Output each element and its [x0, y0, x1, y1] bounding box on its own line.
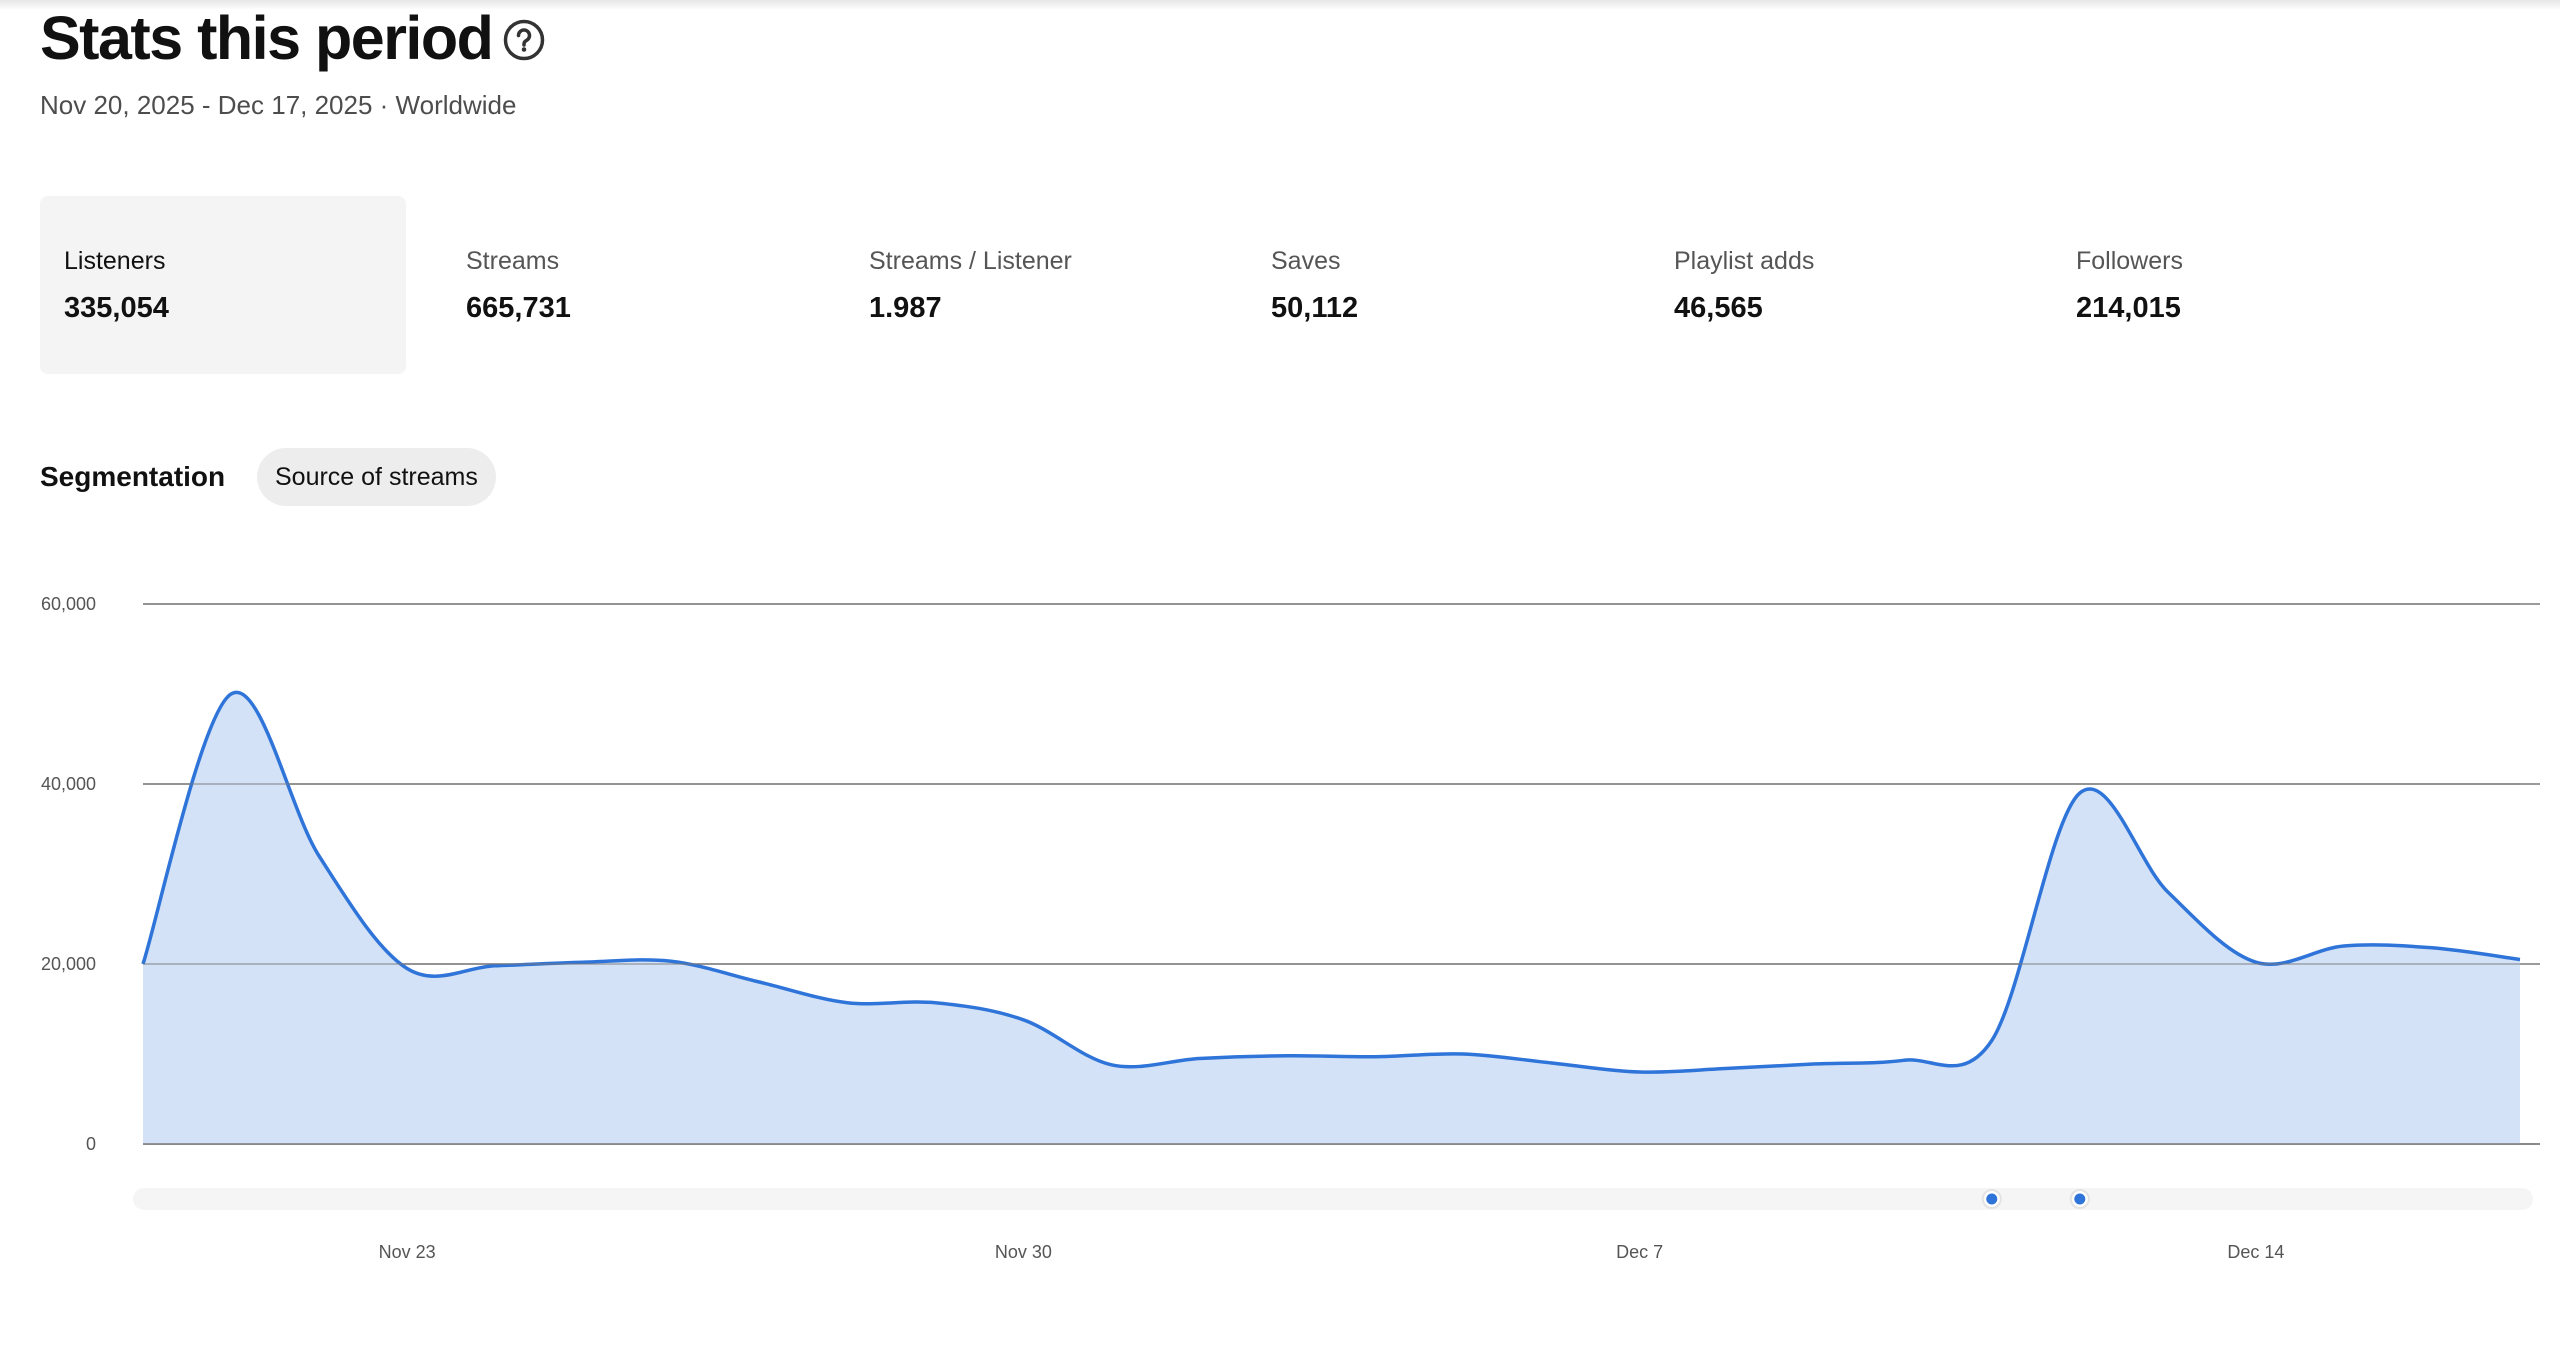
metric-label: Saves — [1271, 247, 1341, 275]
y-tick-label: 0 — [86, 1134, 96, 1154]
metric-card-saves[interactable]: Saves 50,112 — [1247, 196, 1613, 374]
y-tick-label: 40,000 — [41, 774, 96, 794]
metric-value: 665,731 — [466, 292, 571, 324]
x-tick-label: Dec 14 — [2227, 1242, 2284, 1262]
source-of-streams-chip[interactable]: Source of streams — [257, 448, 496, 506]
page-title: Stats this period — [40, 4, 494, 72]
y-tick-label: 60,000 — [41, 594, 96, 614]
top-shadow — [0, 0, 2560, 10]
range-handle-dot — [2074, 1193, 2086, 1205]
metric-label: Streams — [466, 247, 560, 275]
x-tick-label: Nov 30 — [995, 1242, 1052, 1262]
metric-card-followers[interactable]: Followers 214,015 — [2052, 196, 2418, 374]
metric-value: 214,015 — [2076, 292, 2181, 324]
metric-card-streams-per-listener[interactable]: Streams / Listener 1.987 — [845, 196, 1211, 374]
range-navigator-track[interactable] — [133, 1188, 2533, 1210]
metric-label: Playlist adds — [1674, 247, 1815, 275]
listeners-line — [141, 690, 2521, 1074]
metric-card-listeners[interactable]: Listeners 335,054 — [40, 196, 406, 374]
listeners-area — [143, 692, 2520, 1144]
help-icon[interactable] — [502, 18, 546, 62]
metric-value: 50,112 — [1271, 292, 1359, 324]
y-tick-label: 20,000 — [41, 954, 96, 974]
listeners-chart: 0 20,000 40,000 60,000 Nov 23 Nov 30 Dec 7 Dec … — [41, 594, 2540, 1262]
metric-value: 335,054 — [64, 292, 169, 324]
metric-label: Streams / Listener — [869, 247, 1072, 275]
metric-label: Followers — [2076, 247, 2183, 275]
date-range-subtitle: Nov 20, 2025 - Dec 17, 2025 · Worldwide — [40, 90, 517, 120]
range-handle-dot — [1986, 1193, 1998, 1205]
metric-label: Listeners — [64, 247, 166, 275]
metric-value: 46,565 — [1674, 292, 1763, 324]
x-tick-label: Dec 7 — [1616, 1242, 1663, 1262]
x-tick-label: Nov 23 — [379, 1242, 436, 1262]
segmentation-label: Segmentation — [40, 461, 226, 492]
metric-value: 1.987 — [869, 292, 942, 324]
metric-card-streams[interactable]: Streams 665,731 — [442, 196, 808, 374]
metric-card-playlist-adds[interactable]: Playlist adds 46,565 — [1650, 196, 2016, 374]
